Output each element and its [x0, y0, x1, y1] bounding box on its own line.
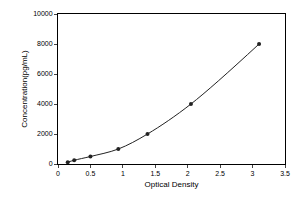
- svg-text:0.5: 0.5: [86, 170, 96, 177]
- svg-text:2000: 2000: [37, 130, 53, 137]
- svg-text:4000: 4000: [37, 100, 53, 107]
- svg-text:0: 0: [49, 160, 53, 167]
- svg-text:1.5: 1.5: [150, 170, 160, 177]
- svg-text:2.5: 2.5: [215, 170, 225, 177]
- svg-text:8000: 8000: [37, 40, 53, 47]
- svg-text:2: 2: [186, 170, 190, 177]
- svg-text:6000: 6000: [37, 70, 53, 77]
- svg-text:3: 3: [251, 170, 255, 177]
- svg-text:3.5: 3.5: [280, 170, 290, 177]
- svg-text:Concentration(pg/mL): Concentration(pg/mL): [20, 50, 29, 128]
- svg-text:0: 0: [56, 170, 60, 177]
- svg-text:1: 1: [121, 170, 125, 177]
- svg-text:10000: 10000: [33, 10, 53, 17]
- svg-text:Optical Density: Optical Density: [145, 180, 199, 189]
